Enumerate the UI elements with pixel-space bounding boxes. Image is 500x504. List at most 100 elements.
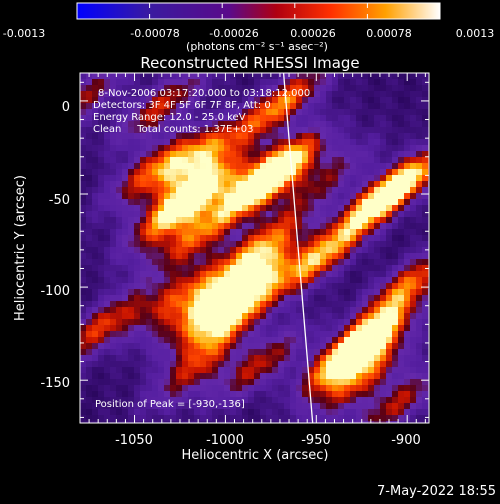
heatmap-cell xyxy=(404,283,411,290)
heatmap-cell xyxy=(152,301,159,308)
heatmap-cell xyxy=(242,289,249,296)
heatmap-cell xyxy=(92,421,99,423)
heatmap-cell xyxy=(134,355,141,362)
heatmap-cell xyxy=(224,283,231,290)
heatmap-cell xyxy=(398,289,405,296)
heatmap-cell xyxy=(230,187,237,194)
heatmap-cell xyxy=(230,307,237,314)
heatmap-cell xyxy=(254,319,261,326)
heatmap-cell xyxy=(170,259,177,266)
heatmap-cell xyxy=(380,253,387,260)
heatmap-cell xyxy=(218,397,225,404)
heatmap-cell xyxy=(158,163,165,170)
heatmap-cell xyxy=(326,163,333,170)
heatmap-cell xyxy=(314,259,321,266)
heatmap-cell xyxy=(272,127,279,134)
colorbar-units: (photons cm⁻² s⁻¹ asec⁻²) xyxy=(186,40,328,53)
heatmap-cell xyxy=(92,313,99,320)
heatmap-cell xyxy=(194,409,201,416)
heatmap-cell xyxy=(260,91,267,98)
heatmap-cell xyxy=(182,283,189,290)
heatmap-cell xyxy=(416,223,423,230)
heatmap-cell xyxy=(98,79,105,86)
heatmap-cell xyxy=(230,163,237,170)
heatmap-cell xyxy=(110,415,117,422)
heatmap-cell xyxy=(200,73,207,80)
heatmap-cell xyxy=(248,97,255,104)
heatmap-cell xyxy=(308,103,315,110)
heatmap-cell xyxy=(296,397,303,404)
heatmap-cell xyxy=(296,313,303,320)
heatmap-cell xyxy=(122,109,129,116)
heatmap-cell xyxy=(242,121,249,128)
heatmap-cell xyxy=(374,199,381,206)
heatmap-cell xyxy=(344,271,351,278)
heatmap-cell xyxy=(320,349,327,356)
heatmap-cell xyxy=(176,355,183,362)
heatmap-cell xyxy=(374,241,381,248)
heatmap-cell xyxy=(260,355,267,362)
heatmap-cell xyxy=(152,121,159,128)
heatmap-cell xyxy=(320,373,327,380)
heatmap-cell xyxy=(194,265,201,272)
heatmap-cell xyxy=(314,235,321,242)
heatmap-cell xyxy=(254,307,261,314)
heatmap-cell xyxy=(284,325,291,332)
heatmap-cell xyxy=(176,175,183,182)
heatmap-cell xyxy=(272,115,279,122)
heatmap-cell xyxy=(128,97,135,104)
heatmap-cell xyxy=(392,175,399,182)
heatmap-cell xyxy=(278,325,285,332)
heatmap-cell xyxy=(134,163,141,170)
heatmap-cell xyxy=(80,229,87,236)
heatmap-cell xyxy=(284,349,291,356)
heatmap-cell xyxy=(176,205,183,212)
heatmap-cell xyxy=(98,151,105,158)
heatmap-cell xyxy=(374,169,381,176)
heatmap-cell xyxy=(140,193,147,200)
heatmap-cell xyxy=(164,151,171,158)
heatmap-cell xyxy=(416,289,423,296)
heatmap-cell xyxy=(410,343,417,350)
heatmap-cell xyxy=(242,307,249,314)
heatmap-cell xyxy=(284,193,291,200)
heatmap-cell xyxy=(320,181,327,188)
heatmap-cell xyxy=(344,151,351,158)
heatmap-cell xyxy=(380,385,387,392)
heatmap-cell xyxy=(356,133,363,140)
heatmap-cell xyxy=(362,115,369,122)
heatmap-cell xyxy=(380,193,387,200)
heatmap-cell xyxy=(104,307,111,314)
heatmap-cell xyxy=(422,301,429,308)
heatmap-cell xyxy=(224,355,231,362)
heatmap-cell xyxy=(206,97,213,104)
heatmap-cell xyxy=(110,271,117,278)
heatmap-cell xyxy=(404,181,411,188)
heatmap-cell xyxy=(368,145,375,152)
heatmap-cell xyxy=(296,367,303,374)
heatmap-cell xyxy=(236,379,243,386)
heatmap-cell xyxy=(230,325,237,332)
heatmap-cell xyxy=(320,139,327,146)
heatmap-cell xyxy=(146,385,153,392)
heatmap-cell xyxy=(260,361,267,368)
heatmap-cell xyxy=(170,79,177,86)
heatmap-cell xyxy=(218,73,225,80)
heatmap-cell xyxy=(110,79,117,86)
heatmap-cell xyxy=(224,331,231,338)
heatmap-cell xyxy=(122,403,129,410)
heatmap-cell xyxy=(416,175,423,182)
heatmap-cell xyxy=(134,259,141,266)
heatmap-cell xyxy=(266,259,273,266)
heatmap-cell xyxy=(272,79,279,86)
heatmap-cell xyxy=(224,397,231,404)
heatmap-cell xyxy=(212,79,219,86)
heatmap-cell xyxy=(368,349,375,356)
heatmap-cell xyxy=(362,289,369,296)
heatmap-cell xyxy=(404,253,411,260)
heatmap-cell xyxy=(104,295,111,302)
heatmap-cell xyxy=(296,139,303,146)
heatmap-cell xyxy=(326,157,333,164)
heatmap-cell xyxy=(338,325,345,332)
heatmap-cell xyxy=(278,337,285,344)
